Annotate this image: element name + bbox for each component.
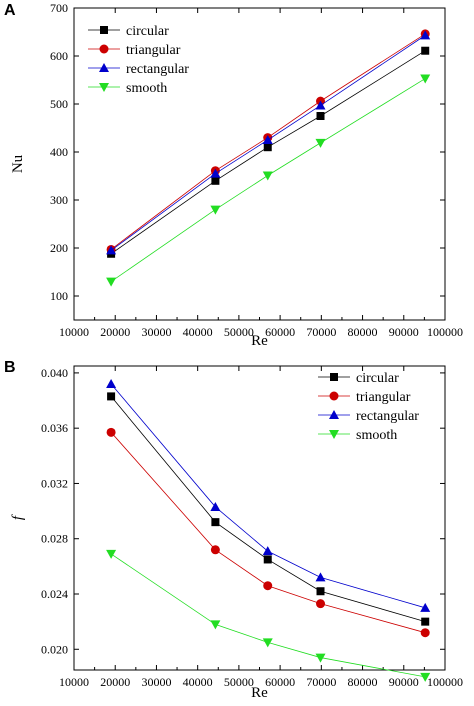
y-tick-label: 500 [50,97,68,111]
series-line-smooth [110,78,426,282]
x-tick-label: 10000 [59,675,89,689]
legend-label-rectangular: rectangular [356,409,419,424]
x-tick-label: 100000 [427,675,463,689]
legend-label-triangular: triangular [126,43,181,58]
legend-marker-circular [100,26,108,34]
data-point-circular [263,555,272,564]
x-tick-label: 50000 [224,675,254,689]
data-point-smooth [315,138,326,148]
data-point-smooth [262,171,273,181]
data-point-smooth [420,672,431,682]
data-point-smooth [210,205,221,215]
x-tick-label: 40000 [183,675,213,689]
data-point-triangular [106,427,116,437]
legend-marker-smooth [329,430,339,439]
legend-marker-circular [330,373,338,381]
series-line-smooth [110,553,426,678]
data-point-rectangular [210,168,221,178]
y-tick-label: 0.036 [41,421,68,435]
y-tick-label: 100 [50,289,68,303]
y-tick-label: 0.028 [41,532,68,546]
chart-panel-b: B 10000 20000 30000 40000 50000 60000 70000 800… [4,359,463,701]
x-tick-label: 20000 [100,325,130,339]
legend-marker-triangular [329,391,339,401]
data-point-circular [316,112,325,120]
legend-marker-rectangular [99,63,109,72]
y-axis-label: f [10,514,26,520]
panel-label-a: A [4,2,16,19]
x-tick-label: 100000 [427,325,463,339]
legend-label-smooth: smooth [356,428,397,443]
y-tick-label: 0.020 [41,642,68,656]
legend-label-smooth: smooth [126,81,167,96]
data-point-circular [263,143,272,152]
data-point-circular [107,392,116,401]
legend-label-rectangular: rectangular [126,62,189,77]
data-point-smooth [315,653,326,663]
data-point-rectangular [106,245,117,255]
x-tick-label: 40000 [183,325,213,339]
x-tick-label: 70000 [306,325,336,339]
data-point-rectangular [315,100,326,110]
legend-marker-rectangular [329,410,339,419]
x-tick-label: 90000 [389,675,419,689]
data-point-smooth [210,620,221,630]
series-line-triangular [110,432,426,634]
data-point-triangular [210,545,220,555]
x-tick-label: 80000 [348,325,378,339]
legend-label-circular: circular [356,371,399,386]
legend-marker-triangular [99,44,109,54]
y-tick-label: 600 [50,49,68,63]
x-tick-label: 20000 [100,675,130,689]
y-tick-label: 300 [50,193,68,207]
y-tick-label: 0.032 [41,476,68,490]
chart-panel-a: A 10000 20000 30000 40000 50000 60000 70000 800… [4,1,463,349]
data-point-rectangular [420,30,431,40]
x-tick-label: 60000 [265,675,295,689]
data-point-rectangular [106,378,117,388]
data-point-circular [421,617,430,626]
data-point-rectangular [262,546,273,556]
data-point-smooth [106,277,117,287]
data-point-rectangular [210,501,221,511]
data-point-rectangular [420,602,431,612]
x-axis-label: Re [251,685,268,701]
data-point-rectangular [262,135,273,144]
x-tick-label: 30000 [141,325,171,339]
x-tick-label: 50000 [224,325,254,339]
y-tick-label: 0.024 [41,587,68,601]
data-point-triangular [316,599,326,609]
legend-label-triangular: triangular [356,390,411,405]
data-point-circular [211,518,220,527]
panel-label-b: B [4,359,16,376]
data-point-smooth [106,549,117,559]
y-tick-label: 0.040 [41,366,68,380]
x-tick-label: 70000 [306,675,336,689]
data-point-triangular [263,581,273,591]
x-tick-label: 80000 [348,675,378,689]
y-axis-label: Nu [10,154,26,173]
data-point-smooth [262,638,273,648]
y-tick-label: 700 [50,1,68,15]
data-point-smooth [420,74,431,84]
data-point-rectangular [315,572,326,582]
data-point-circular [211,176,220,185]
x-tick-label: 60000 [265,325,295,339]
y-tick-label: 400 [50,145,68,159]
legend-label-circular: circular [126,24,169,39]
x-tick-label: 30000 [141,675,171,689]
x-tick-label: 10000 [59,325,89,339]
data-point-triangular [420,628,430,638]
legend-marker-smooth [99,83,109,92]
x-axis-label: Re [251,333,268,349]
data-point-circular [421,46,430,55]
data-point-circular [316,587,325,596]
x-tick-label: 90000 [389,325,419,339]
y-tick-label: 200 [50,241,68,255]
